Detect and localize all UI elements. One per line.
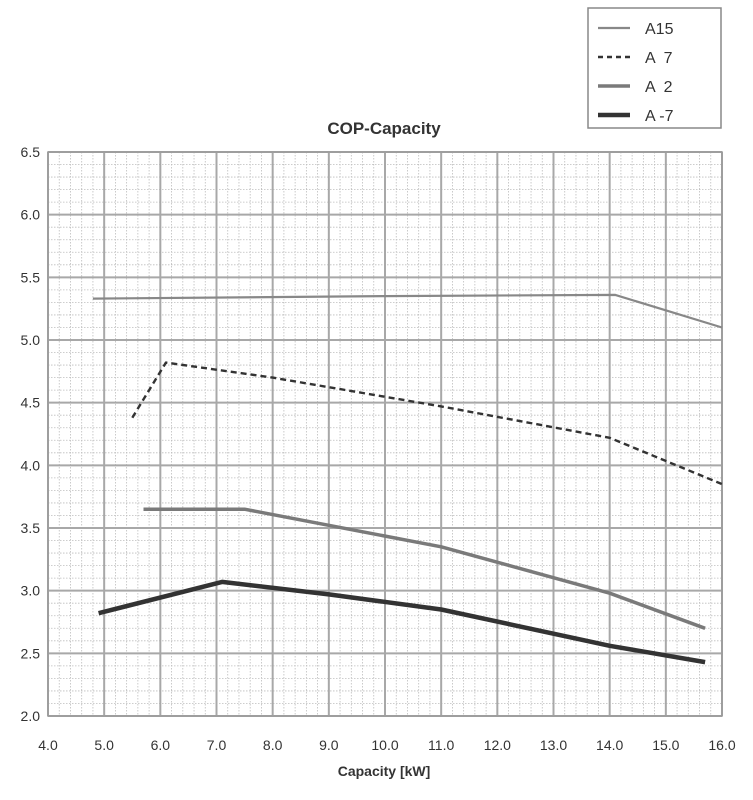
x-tick-label: 14.0	[596, 737, 623, 753]
x-tick-label: 13.0	[540, 737, 567, 753]
x-axis-label: Capacity [kW]	[338, 763, 431, 779]
x-tick-label: 9.0	[319, 737, 339, 753]
y-tick-label: 3.0	[21, 583, 41, 599]
series-line-3	[98, 579, 706, 665]
legend-label: A 2	[645, 79, 673, 96]
series-line-0	[92, 293, 723, 329]
x-tick-label: 5.0	[94, 737, 114, 753]
legend-label: A 7	[645, 50, 673, 67]
x-tick-label: 16.0	[708, 737, 735, 753]
chart-title: COP-Capacity	[327, 119, 441, 138]
y-tick-label: 2.5	[21, 645, 41, 661]
legend: A15 A 7 A 2 A -7	[587, 7, 722, 129]
y-tick-label: 6.5	[21, 144, 41, 160]
series-line-2	[143, 507, 706, 630]
series-line-1	[131, 361, 723, 486]
series-lines	[92, 293, 723, 665]
legend-label: A15	[645, 21, 674, 38]
x-tick-label: 15.0	[652, 737, 679, 753]
plot-frame	[47, 151, 723, 717]
x-tick-label: 12.0	[484, 737, 511, 753]
y-tick-label: 5.5	[21, 269, 41, 285]
y-tick-label: 4.0	[21, 457, 41, 473]
y-tick-label: 5.0	[21, 332, 41, 348]
chart-grid	[47, 151, 723, 717]
x-tick-label: 10.0	[371, 737, 398, 753]
x-tick-label: 4.0	[38, 737, 58, 753]
y-tick-label: 6.0	[21, 207, 41, 223]
x-tick-label: 8.0	[263, 737, 283, 753]
x-tick-label: 6.0	[151, 737, 171, 753]
y-tick-label: 2.0	[21, 708, 41, 724]
legend-label: A -7	[645, 108, 674, 125]
x-tick-label: 11.0	[428, 737, 454, 753]
x-tick-label: 7.0	[207, 737, 227, 753]
y-tick-label: 4.5	[21, 395, 41, 411]
y-tick-label: 3.5	[21, 520, 41, 536]
tick-labels: 4.0 5.0 6.0 7.0 8.0 9.0 10.0 11.0 12.0 13.0 14.0 15…	[21, 144, 736, 753]
